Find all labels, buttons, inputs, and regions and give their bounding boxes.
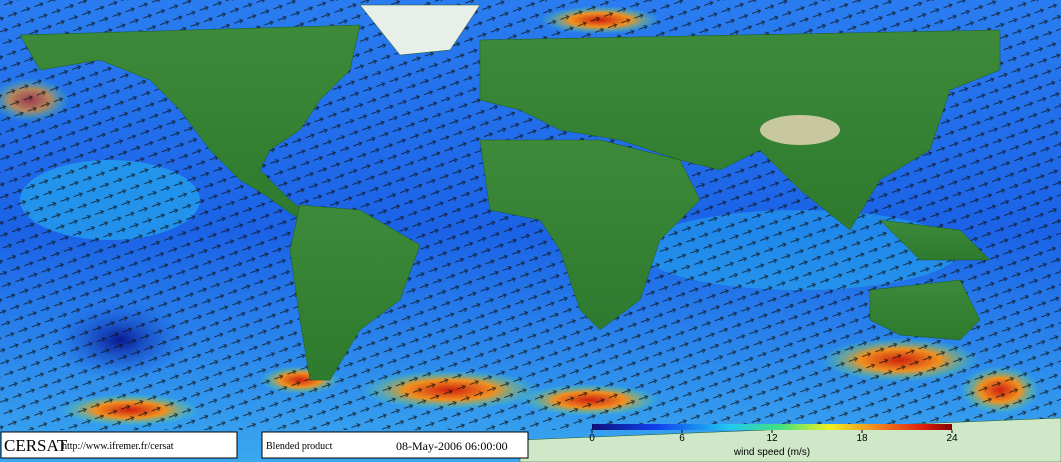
colorbar-label: wind speed (m/s) [733,447,810,458]
colorbar-tick-label: 24 [946,433,958,444]
colorbar-scale [592,424,952,430]
colorbar-tick-label: 12 [766,433,778,444]
colorbar-tick-label: 0 [589,433,595,444]
date: 08-May-2006 06:00:00 [396,439,508,453]
colorbar-tick-label: 6 [679,433,685,444]
footer: CERSAT http://www.ifremer.fr/cersat Blen… [0,431,529,459]
product-box [261,431,529,459]
logo: CERSAT [4,436,68,455]
url: http://www.ifremer.fr/cersat [62,441,174,452]
colorbar-tick-label: 18 [856,433,868,444]
logo-box [0,431,238,459]
colorbar: wind speed (m/s) 0 6 12 18 24 [589,424,958,458]
product: Blended product [266,441,333,452]
